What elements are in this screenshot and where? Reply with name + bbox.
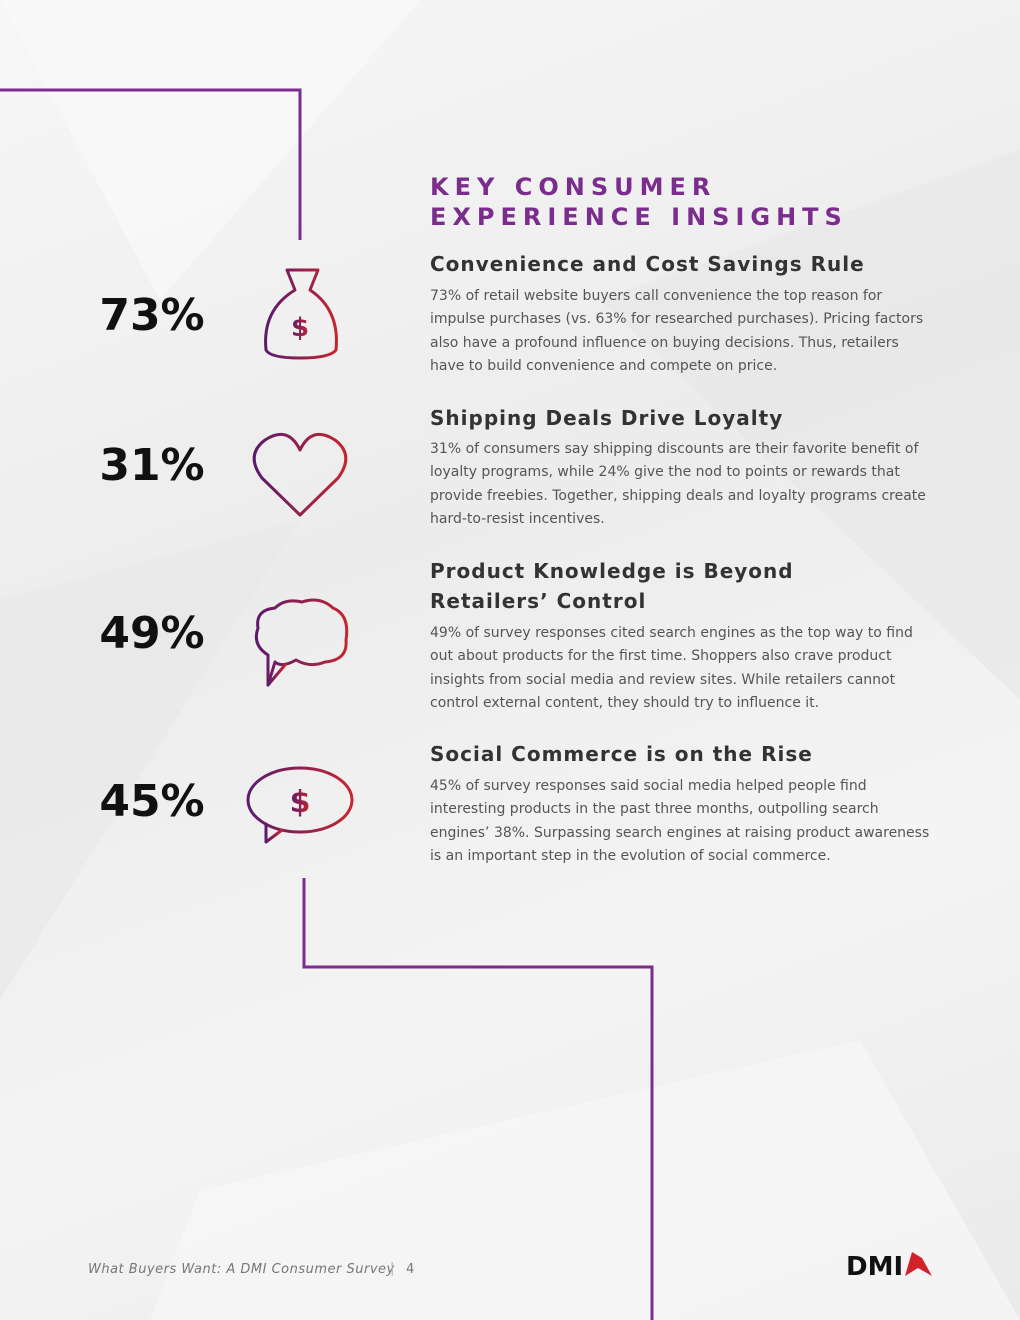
- accent-line: [302, 878, 654, 1320]
- footer-text: What Buyers Want: A DMI Consumer Survey: [88, 1262, 395, 1277]
- insight-body: 73% of retail website buyers call conven…: [430, 288, 924, 374]
- heart-icon: [252, 432, 348, 517]
- insight-body: 45% of survey responses said social medi…: [430, 778, 930, 864]
- brain-icon: [254, 598, 349, 687]
- svg-text:$: $: [290, 785, 311, 820]
- insight-heading: Convenience and Cost Savings Rule: [430, 252, 865, 276]
- stat: 49%: [99, 608, 205, 659]
- page-number: 4: [406, 1262, 415, 1277]
- chat-dollar-icon: $: [246, 766, 354, 844]
- stat: 31%: [99, 440, 205, 491]
- logo-mark: [905, 1252, 932, 1276]
- footer-separator: |: [390, 1261, 395, 1276]
- insight-heading: Social Commerce is on the Rise: [430, 742, 813, 766]
- money-bag-icon: $: [264, 268, 338, 360]
- insight-body: 31% of consumers say shipping discounts …: [430, 441, 926, 527]
- stat: 45%: [99, 776, 205, 827]
- accent-line: [0, 88, 302, 240]
- insight-heading: Shipping Deals Drive Loyalty: [430, 406, 784, 430]
- insight-heading: Product Knowledge is Beyond Retailers’ C…: [430, 559, 794, 613]
- logo: DMI: [846, 1252, 904, 1282]
- svg-text:$: $: [291, 313, 309, 343]
- insight-body: 49% of survey responses cited search eng…: [430, 625, 913, 711]
- page-title: KEY CONSUMER EXPERIENCE INSIGHTS: [430, 173, 848, 231]
- stat: 73%: [99, 290, 205, 341]
